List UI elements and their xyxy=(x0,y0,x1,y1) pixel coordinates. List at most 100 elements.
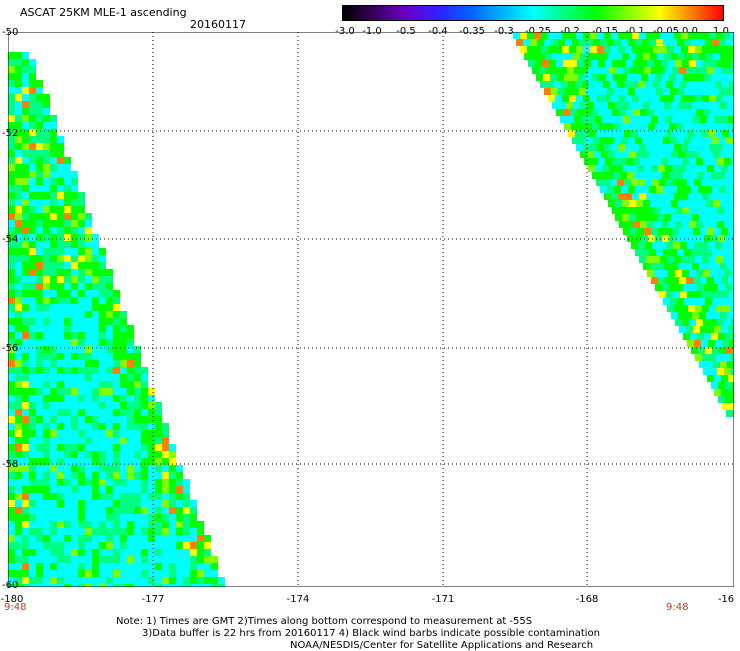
swath-left xyxy=(8,52,225,587)
swath-cell xyxy=(169,465,176,472)
swath-cell xyxy=(127,451,134,458)
swath-cell xyxy=(29,339,36,346)
lat-label: -54 xyxy=(2,234,19,245)
swath-cell xyxy=(688,256,695,263)
swath-cell xyxy=(8,122,15,129)
swath-cell xyxy=(43,241,50,248)
swath-cell xyxy=(92,521,99,528)
swath-cell xyxy=(78,402,85,409)
swath-cell xyxy=(36,297,43,304)
swath-cell xyxy=(658,165,665,172)
swath-cell xyxy=(57,178,64,185)
swath-cell xyxy=(43,486,50,493)
swath-cell xyxy=(78,339,85,346)
swath-cell xyxy=(730,193,734,200)
swath-cell xyxy=(127,556,134,563)
swath-cell xyxy=(532,67,539,74)
swath-cell xyxy=(29,66,36,73)
swath-cell xyxy=(725,123,732,130)
swath-cell xyxy=(57,374,64,381)
swath-cell xyxy=(57,157,64,164)
swath-cell xyxy=(8,80,15,87)
swath-cell xyxy=(660,95,667,102)
swath-cell xyxy=(626,158,633,165)
swath-cell xyxy=(57,220,64,227)
swath-cell xyxy=(623,116,630,123)
swath-cell xyxy=(632,193,639,200)
swath-cell xyxy=(64,304,71,311)
swath-cell xyxy=(190,556,197,563)
swath-cell xyxy=(64,423,71,430)
swath-cell xyxy=(78,269,85,276)
swath-cell xyxy=(78,500,85,507)
swath-cell xyxy=(681,193,688,200)
swath-cell xyxy=(557,74,564,81)
swath-cell xyxy=(57,213,64,220)
swath-cell xyxy=(57,521,64,528)
swath-cell xyxy=(155,465,162,472)
swath-cell xyxy=(668,109,675,116)
swath-cell xyxy=(649,249,656,256)
swath-cell xyxy=(43,94,50,101)
swath-cell xyxy=(553,67,560,74)
swath-cell xyxy=(15,325,22,332)
swath-cell xyxy=(120,437,127,444)
swath-cell xyxy=(600,39,607,46)
swath-cell xyxy=(120,339,127,346)
swath-cell xyxy=(642,39,649,46)
swath-cell xyxy=(634,74,641,81)
swath-cell xyxy=(624,179,631,186)
swath-cell xyxy=(169,514,176,521)
swath-cell xyxy=(716,354,723,361)
swath-cell xyxy=(176,584,183,587)
swath-cell xyxy=(120,367,127,374)
swath-cell xyxy=(64,500,71,507)
swath-cell xyxy=(675,60,682,67)
swath-cell xyxy=(176,514,183,521)
swath-cell xyxy=(730,354,734,361)
swath-cell xyxy=(218,584,225,587)
swath-cell xyxy=(608,102,615,109)
swath-cell xyxy=(127,486,134,493)
swath-cell xyxy=(566,102,573,109)
swath-cell xyxy=(43,234,50,241)
swath-cell xyxy=(85,493,92,500)
swath-cell xyxy=(655,74,662,81)
lat-label: -60 xyxy=(2,580,19,591)
swath-cell xyxy=(169,556,176,563)
swath-cell xyxy=(183,507,190,514)
swath-cell xyxy=(71,262,78,269)
swath-cell xyxy=(155,430,162,437)
swath-cell xyxy=(64,479,71,486)
swath-cell xyxy=(707,277,714,284)
swath-cell xyxy=(713,263,720,270)
swath-cell xyxy=(176,549,183,556)
swath-cell xyxy=(85,584,92,587)
swath-cell xyxy=(148,570,155,577)
swath-cell xyxy=(29,493,36,500)
swath-cell xyxy=(71,367,78,374)
swath-cell xyxy=(715,291,722,298)
swath-cell xyxy=(15,486,22,493)
swath-cell xyxy=(695,32,702,39)
swath-cell xyxy=(699,312,706,319)
swath-cell xyxy=(57,269,64,276)
swath-cell xyxy=(29,563,36,570)
swath-cell xyxy=(85,479,92,486)
swath-cell xyxy=(43,150,50,157)
swath-cell xyxy=(141,570,148,577)
swath-cell xyxy=(583,95,590,102)
swath-cell xyxy=(541,32,548,39)
swath-cell xyxy=(127,374,134,381)
swath-cell xyxy=(36,430,43,437)
swath-cell xyxy=(106,430,113,437)
swath-cell xyxy=(595,116,602,123)
swath-cell xyxy=(50,528,57,535)
swath-cell xyxy=(666,130,673,137)
swath-cell xyxy=(183,479,190,486)
swath-cell xyxy=(71,234,78,241)
swath-cell xyxy=(562,32,569,39)
swath-cell xyxy=(599,172,606,179)
swath-cell xyxy=(71,451,78,458)
swath-cell xyxy=(148,451,155,458)
